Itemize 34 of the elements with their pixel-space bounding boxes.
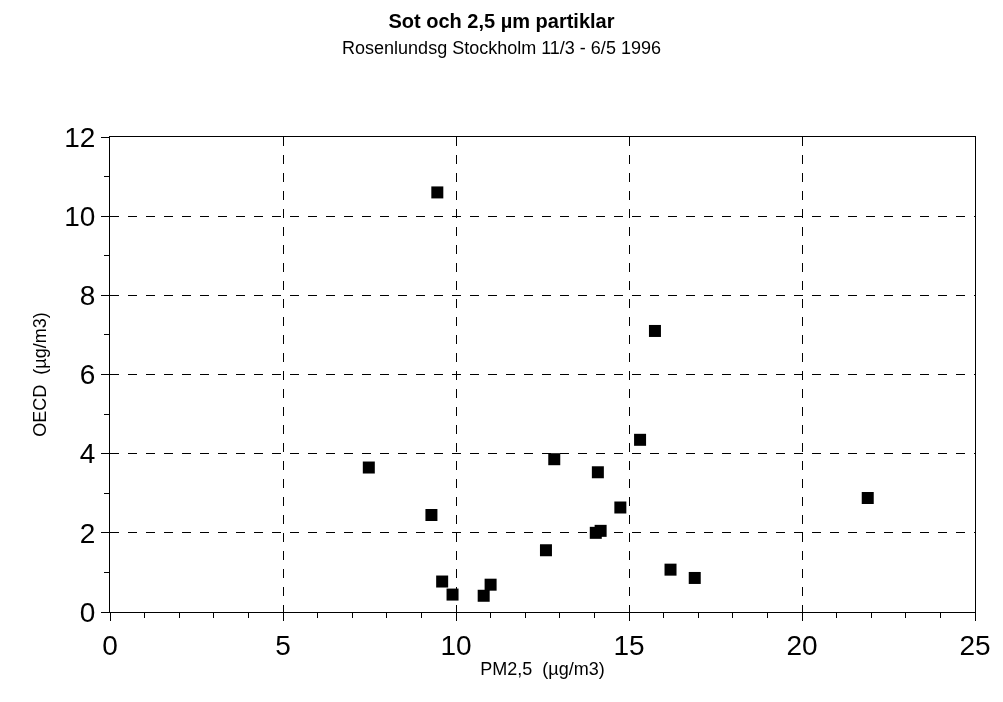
x-tick-label: 25	[959, 629, 991, 661]
point	[591, 466, 604, 479]
x-tick-label: 15	[613, 629, 645, 661]
y-tick-label: 4	[79, 438, 96, 470]
point	[484, 578, 497, 591]
point	[664, 563, 677, 576]
point	[431, 186, 444, 199]
x-tick-label: 5	[275, 629, 291, 661]
point	[861, 492, 874, 504]
point	[362, 461, 375, 474]
y-tick-label: 10	[64, 200, 96, 232]
chart-title: Sot och 2,5 µm partiklar	[388, 10, 615, 33]
point	[539, 544, 552, 557]
point	[477, 589, 490, 602]
point	[648, 324, 661, 337]
y-tick-label: 0	[79, 596, 96, 628]
point	[634, 433, 647, 446]
x-tick-label: 20	[786, 629, 818, 661]
point	[446, 588, 459, 601]
point	[594, 524, 607, 537]
y-axis-title: OECD (µg/m3)	[30, 312, 51, 437]
point	[688, 571, 701, 584]
y-tick-label: 6	[79, 359, 96, 391]
point	[548, 453, 561, 466]
x-tick-label: 0	[102, 629, 118, 661]
y-tick-label: 2	[79, 517, 96, 549]
point	[436, 575, 449, 588]
point	[614, 501, 627, 514]
x-axis-title: PM2,5 (µg/m3)	[480, 658, 605, 679]
y-tick-label: 8	[79, 280, 96, 312]
x-tick-label: 10	[440, 629, 472, 661]
point	[425, 509, 438, 522]
chart-subtitle: Rosenlundsg Stockholm 11/3 - 6/5 1996	[342, 38, 661, 59]
y-tick-label: 12	[64, 121, 96, 153]
